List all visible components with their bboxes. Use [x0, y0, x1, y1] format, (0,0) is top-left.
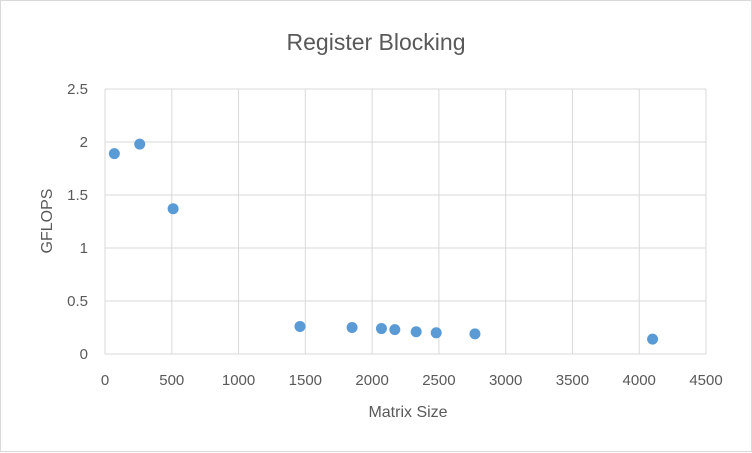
data-point [389, 324, 401, 336]
x-tick-label: 3000 [489, 372, 522, 389]
data-point [469, 328, 481, 340]
data-point [167, 203, 179, 215]
gridlines [104, 88, 707, 355]
data-point [108, 148, 120, 160]
data-points [108, 138, 659, 345]
y-axis-tick-labels: 0 0.5 1 1.5 2 2.5 [67, 81, 88, 363]
data-point [294, 320, 306, 332]
chart-title: Register Blocking [287, 29, 466, 55]
data-point [375, 323, 387, 335]
data-point [647, 333, 659, 345]
y-axis-title: GFLOPS [39, 189, 56, 254]
x-axis-tick-labels: 0 500 1000 1500 2000 2500 3000 3500 4000 4500 [101, 372, 723, 389]
data-point [346, 322, 358, 333]
x-tick-label: 1000 [222, 372, 255, 389]
x-tick-label: 0 [101, 372, 109, 389]
x-tick-label: 4000 [623, 372, 656, 389]
data-point [410, 326, 422, 338]
y-tick-label: 2.5 [67, 81, 88, 98]
y-tick-label: 0 [80, 346, 88, 363]
y-tick-label: 1.5 [67, 187, 88, 204]
x-tick-label: 3500 [556, 372, 589, 389]
y-tick-label: 0.5 [67, 293, 88, 310]
data-point [134, 138, 146, 150]
x-tick-label: 500 [159, 372, 184, 389]
y-tick-label: 1 [80, 240, 88, 257]
y-tick-label: 2 [80, 134, 88, 151]
x-axis-title: Matrix Size [368, 404, 447, 421]
data-point [430, 327, 442, 339]
x-tick-label: 4500 [689, 372, 722, 389]
x-tick-label: 1500 [289, 372, 322, 389]
x-tick-label: 2000 [355, 372, 388, 389]
x-tick-label: 2500 [422, 372, 455, 389]
